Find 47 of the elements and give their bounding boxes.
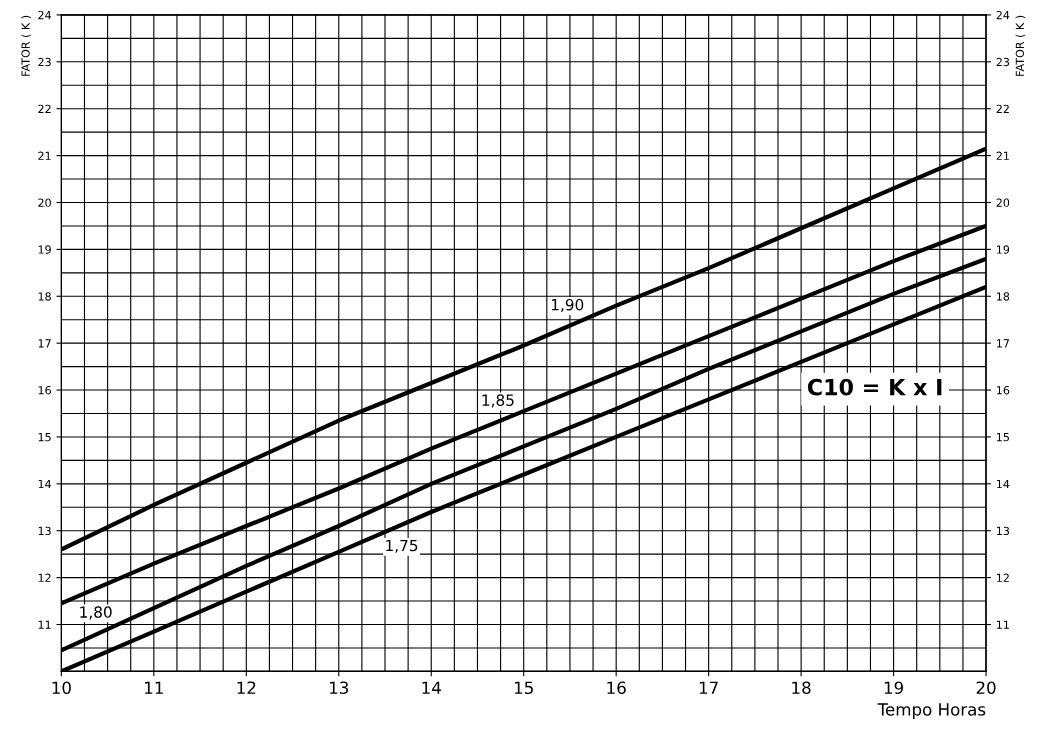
y-tick-label: 21 (38, 151, 51, 160)
y2-tick-label: 14 (997, 479, 1010, 489)
x-tick-label: 19 (884, 681, 904, 695)
x-axis-title: Tempo Horas (877, 703, 986, 719)
series-label: 1,75 (386, 539, 418, 553)
y2-tick-label: 15 (997, 433, 1009, 442)
y2-tick-label: 12 (997, 573, 1009, 582)
x-tick-label: 12 (237, 681, 256, 694)
annotation: C10 = K x I (807, 378, 942, 396)
x-tick-label: 13 (330, 681, 349, 695)
x-tick-label: 15 (514, 681, 533, 695)
y-tick-label: 18 (38, 292, 51, 301)
y2-tick-label: 17 (997, 339, 1009, 348)
x-tick-label: 16 (607, 681, 626, 695)
y2-tick-label: 21 (996, 151, 1009, 160)
x-tick-label: 10 (52, 681, 71, 695)
y-axis-title: FATOR ( K ) (21, 15, 32, 76)
y2-tick-label: 18 (997, 292, 1010, 301)
x-tick-label: 17 (699, 681, 718, 694)
y2-tick-label: 20 (996, 198, 1010, 207)
y2-tick-label: 24 (996, 10, 1010, 20)
series-label: 1,90 (551, 298, 584, 313)
y2-tick-label: 13 (997, 526, 1010, 536)
y2-tick-label: 22 (996, 104, 1009, 113)
x-tick-label: 14 (422, 681, 441, 694)
y-tick-label: 11 (38, 620, 51, 629)
y2-tick-label: 19 (997, 245, 1010, 254)
y-tick-label: 22 (38, 104, 51, 113)
y-tick-label: 19 (38, 245, 51, 254)
y-tick-label: 14 (38, 479, 52, 489)
y2-tick-label: 11 (997, 620, 1009, 629)
y-tick-label: 12 (38, 573, 51, 582)
y-tick-label: 24 (38, 10, 52, 20)
y-tick-label: 20 (38, 198, 51, 207)
y-tick-label: 17 (38, 339, 51, 348)
y-tick-label: 15 (38, 433, 51, 442)
y-tick-label: 16 (38, 386, 51, 395)
y-tick-label: 23 (38, 57, 51, 67)
x-tick-label: 18 (792, 681, 811, 695)
y-tick-label: 13 (38, 526, 51, 536)
y2-tick-label: 23 (996, 57, 1010, 67)
x-tick-label: 11 (145, 681, 163, 694)
y2-axis-title: FATOR ( K ) (1015, 15, 1026, 76)
y2-tick-label: 16 (997, 386, 1010, 395)
series-label: 1,80 (80, 606, 112, 620)
x-tick-label: 20 (976, 681, 996, 695)
series-label: 1,85 (482, 394, 514, 408)
